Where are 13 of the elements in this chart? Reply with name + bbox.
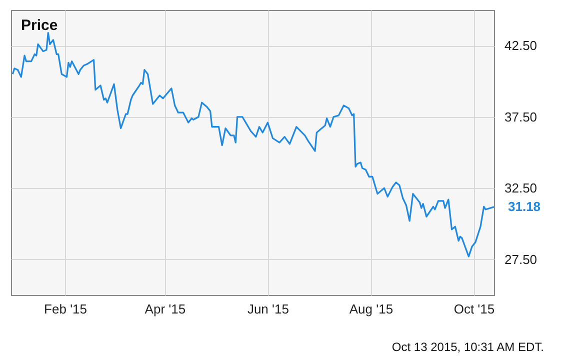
x-tick-label: Feb '15 [44,302,88,316]
chart-title: Price [21,17,58,34]
x-tick-label: Jun '15 [247,302,289,316]
x-tick-label: Oct '15 [454,302,495,316]
x-tick-label: Apr '15 [144,302,186,316]
y-tick-label: 42.50 [504,38,538,54]
y-tick-label: 27.50 [504,252,538,267]
text: Oct 13 2015, 10:31 AM EDT. [392,340,544,354]
y-tick-label: 37.50 [504,109,538,124]
x-tick-label: Aug '15 [349,302,394,316]
data-label: 31.18 [508,198,541,214]
line-series [12,32,494,258]
y-tick-label: 32.50 [504,180,538,196]
